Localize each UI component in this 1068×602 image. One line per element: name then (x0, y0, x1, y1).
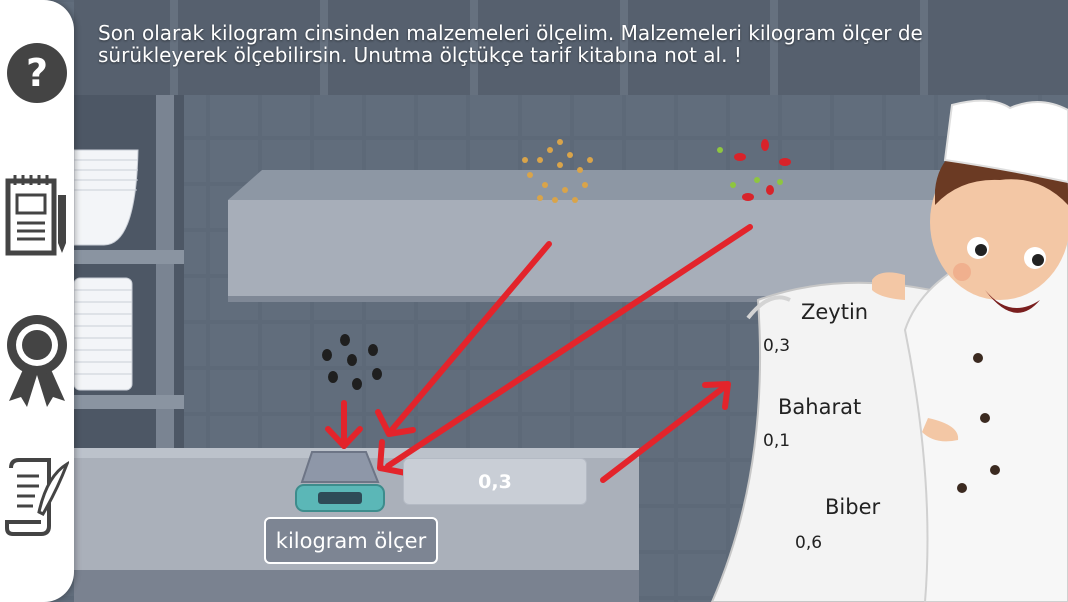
notebook-icon (5, 175, 66, 256)
recipe-item-value[interactable]: 0,1 (763, 431, 791, 451)
instruction-text: Son olarak kilogram cinsinden malzemeler… (98, 21, 923, 67)
svg-text:?: ? (26, 51, 48, 95)
recipe-item-name: Biber (825, 495, 881, 519)
recipe-book-button[interactable] (0, 450, 74, 542)
sidebar: ? (0, 0, 74, 602)
scroll-quill-icon (5, 458, 69, 536)
awards-button[interactable] (0, 314, 74, 407)
recipe-item-value[interactable]: 0,3 (763, 336, 791, 356)
scale-reading: 0,3 (403, 458, 587, 505)
award-badge-icon (7, 315, 67, 407)
notebook-button[interactable] (0, 168, 74, 260)
recipe-item-name: Zeytin (801, 300, 869, 324)
recipe-item-value[interactable]: 0,6 (795, 533, 823, 553)
help-icon: ? (7, 43, 67, 103)
help-button[interactable]: ? (0, 27, 74, 119)
recipe-item-name: Baharat (778, 395, 862, 419)
kilogram-scale-button[interactable]: kilogram ölçer (264, 517, 438, 564)
